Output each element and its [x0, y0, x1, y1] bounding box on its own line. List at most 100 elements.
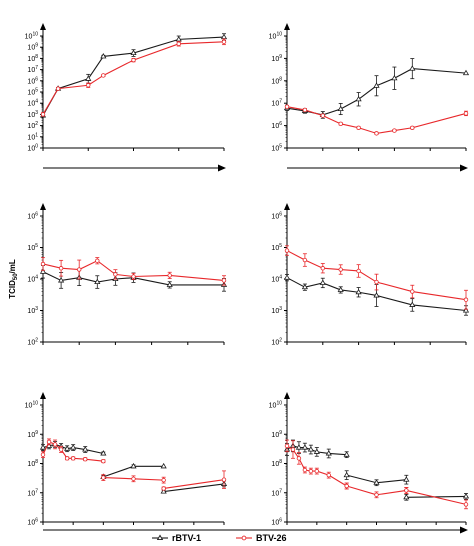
y-tick-label: 105 — [27, 88, 38, 97]
data-point — [343, 451, 350, 457]
data-point — [76, 267, 82, 272]
data-point — [131, 476, 136, 481]
data-point — [462, 307, 470, 313]
data-point — [176, 41, 181, 47]
y-tick-label: 104 — [27, 275, 38, 284]
series-line — [286, 277, 467, 312]
y-tick-label: 103 — [271, 306, 282, 315]
data-point — [337, 105, 344, 112]
data-point — [308, 468, 314, 474]
series-line — [42, 36, 225, 116]
data-point — [46, 439, 52, 445]
data-point — [39, 268, 47, 274]
data-point — [374, 492, 379, 498]
y-tick-label: 108 — [27, 459, 38, 468]
data-point — [70, 444, 77, 450]
y-tick-label: 1010 — [269, 32, 283, 41]
panel-bfa: 100 101 102 103 104 105 106 107 108 109 1010 — [25, 23, 228, 172]
y-tick-label: 109 — [27, 43, 38, 52]
series-btv-26 — [284, 104, 469, 136]
data-point — [374, 131, 379, 136]
y-tick-label: 103 — [27, 110, 38, 119]
y-tick-label: 1010 — [25, 32, 39, 41]
data-point — [167, 273, 172, 278]
series-btv-26 — [40, 438, 227, 491]
data-point — [55, 86, 61, 91]
data-point — [337, 286, 344, 292]
y-tick-label: 106 — [271, 518, 282, 527]
data-point — [221, 477, 227, 482]
panel-rae25: 102 103 104 105 106 TCID50/mL — [8, 203, 228, 347]
series-line — [286, 250, 467, 301]
y-tick-label: 109 — [271, 54, 282, 63]
y-axis-arrow — [40, 23, 46, 30]
data-point — [463, 111, 469, 116]
data-point — [58, 266, 64, 271]
data-point — [283, 274, 291, 280]
y-tick-label: 106 — [271, 212, 282, 221]
data-point — [355, 95, 362, 102]
data-point — [392, 128, 397, 133]
data-point — [113, 272, 118, 277]
data-point — [302, 257, 308, 263]
data-point — [83, 457, 88, 462]
data-point — [462, 69, 470, 76]
data-point — [130, 462, 137, 469]
data-point — [319, 279, 326, 285]
data-point — [175, 35, 182, 42]
data-point — [314, 468, 320, 474]
data-point — [320, 113, 325, 118]
data-point — [373, 82, 380, 88]
data-point — [404, 488, 409, 493]
data-point — [284, 443, 290, 449]
data-point — [325, 450, 332, 456]
data-point — [94, 278, 101, 285]
data-point — [343, 471, 350, 478]
data-point — [409, 301, 416, 307]
y-tick-label: 105 — [27, 243, 38, 252]
y-tick-label: 102 — [27, 121, 38, 130]
y-tick-label: 1010 — [25, 401, 39, 410]
data-point — [86, 83, 91, 88]
panel-rae_gc: 106 107 108 109 1010 — [25, 392, 228, 527]
y-axis-arrow — [40, 203, 46, 210]
y-tick-label: 107 — [27, 65, 38, 74]
legend-item-btv-26: BTV-26 — [236, 533, 287, 543]
y-axis-arrow — [284, 203, 290, 210]
panel-u44: 105 106 107 108 109 1010 — [269, 23, 470, 172]
data-point — [40, 261, 46, 267]
y-axis-label-part: TCID — [8, 280, 17, 299]
series-line — [42, 271, 224, 286]
series-line — [42, 260, 225, 281]
y-tick-label: 1010 — [269, 401, 283, 410]
data-point — [95, 258, 100, 263]
data-point — [344, 483, 349, 489]
data-point — [101, 458, 106, 464]
y-tick-label: 109 — [271, 430, 282, 439]
y-tick-label: 103 — [27, 306, 38, 315]
data-point — [462, 492, 470, 499]
y-tick-label: 106 — [27, 76, 38, 85]
data-point — [307, 446, 314, 452]
x-arrow-head — [460, 164, 468, 172]
y-axis-arrow — [40, 392, 46, 399]
data-point — [58, 277, 65, 283]
series-rbtv-1 — [283, 439, 470, 501]
data-point — [410, 125, 415, 130]
shared-time-axis — [43, 526, 468, 534]
series-line — [406, 489, 467, 505]
data-point — [326, 472, 331, 478]
legend-marker — [156, 534, 164, 541]
data-point — [356, 268, 361, 274]
data-point — [221, 278, 227, 283]
y-tick-label: 101 — [27, 132, 38, 141]
data-point — [296, 456, 302, 461]
data-point — [302, 107, 308, 113]
data-point — [284, 248, 290, 253]
data-point — [410, 289, 415, 294]
series-line — [163, 479, 225, 490]
data-point — [301, 283, 308, 290]
data-point — [100, 53, 107, 59]
data-point — [290, 447, 296, 452]
series-btv-26 — [284, 245, 469, 310]
